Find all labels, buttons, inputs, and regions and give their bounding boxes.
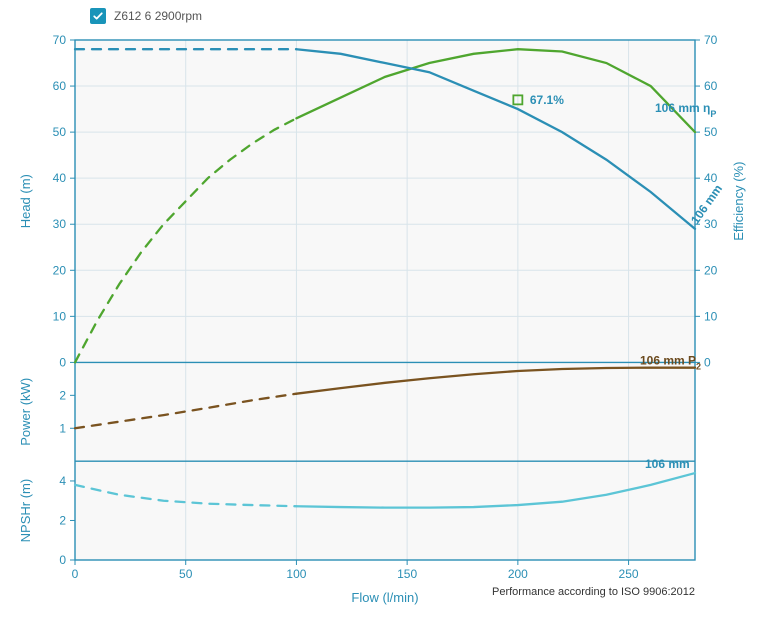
svg-text:40: 40: [53, 171, 67, 185]
svg-text:30: 30: [53, 217, 67, 231]
svg-text:Efficiency (%): Efficiency (%): [731, 162, 746, 241]
svg-text:67.1%: 67.1%: [530, 93, 564, 107]
svg-text:0: 0: [59, 553, 66, 567]
svg-text:10: 10: [53, 309, 67, 323]
svg-text:1: 1: [59, 421, 66, 435]
svg-text:150: 150: [397, 567, 417, 581]
svg-text:60: 60: [704, 79, 718, 93]
svg-text:2: 2: [59, 513, 66, 527]
svg-text:106 mm: 106 mm: [645, 457, 690, 471]
svg-text:Flow (l/min): Flow (l/min): [351, 590, 418, 605]
svg-text:Performance according to ISO 9: Performance according to ISO 9906:2012: [492, 586, 695, 598]
svg-text:Head (m): Head (m): [18, 174, 33, 228]
chart-container: Z612 6 2900rpm 050100150200250Flow (l/mi…: [0, 0, 765, 634]
svg-text:250: 250: [619, 567, 639, 581]
svg-text:4: 4: [59, 474, 66, 488]
svg-text:50: 50: [179, 567, 193, 581]
svg-text:20: 20: [704, 263, 718, 277]
pump-curve-chart: 050100150200250Flow (l/min)0102030405060…: [0, 0, 765, 634]
svg-text:20: 20: [53, 263, 67, 277]
svg-text:200: 200: [508, 567, 528, 581]
svg-text:10: 10: [704, 309, 718, 323]
svg-text:40: 40: [704, 171, 718, 185]
svg-text:70: 70: [53, 33, 67, 47]
svg-text:0: 0: [704, 355, 711, 369]
svg-text:70: 70: [704, 33, 718, 47]
svg-text:0: 0: [59, 355, 66, 369]
svg-text:NPSHr (m): NPSHr (m): [18, 479, 33, 543]
svg-text:50: 50: [704, 125, 718, 139]
svg-text:50: 50: [53, 125, 67, 139]
svg-text:100: 100: [286, 567, 306, 581]
svg-text:60: 60: [53, 79, 67, 93]
svg-text:2: 2: [59, 388, 66, 402]
svg-text:30: 30: [704, 217, 718, 231]
svg-text:0: 0: [72, 567, 79, 581]
svg-text:Power (kW): Power (kW): [18, 378, 33, 446]
